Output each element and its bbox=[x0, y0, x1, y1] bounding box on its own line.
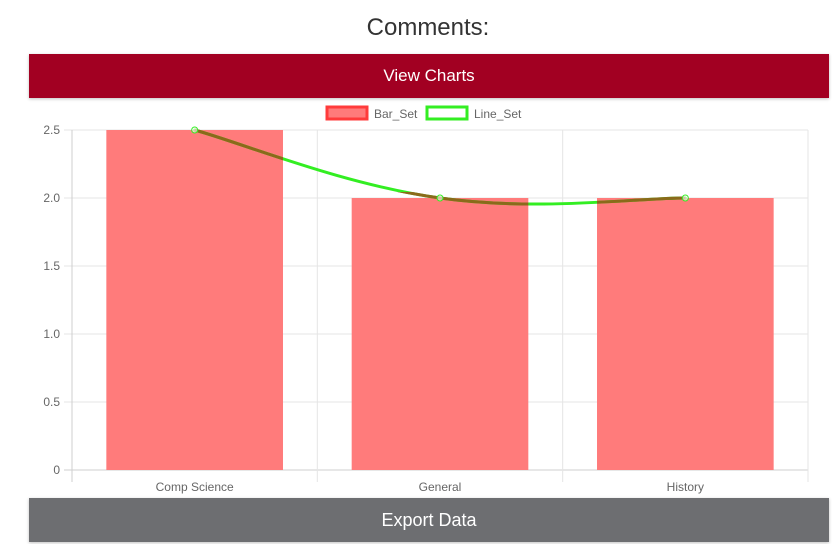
y-tick-label: 0 bbox=[53, 463, 60, 477]
bar[interactable] bbox=[106, 130, 283, 470]
y-tick-label: 2.5 bbox=[43, 123, 60, 137]
bar[interactable] bbox=[597, 198, 774, 470]
x-tick-label: Comp Science bbox=[156, 480, 234, 494]
y-axis-ticks: 0 0.5 1.0 1.5 2.0 2.5 bbox=[43, 123, 60, 477]
line-points bbox=[191, 126, 689, 202]
line-point[interactable] bbox=[436, 194, 444, 202]
chart-legend[interactable]: Bar_Set Line_Set bbox=[325, 105, 522, 121]
legend-item[interactable]: Line_Set bbox=[425, 105, 522, 121]
legend-swatch bbox=[325, 105, 369, 121]
x-tick-label: History bbox=[667, 480, 704, 494]
view-charts-button[interactable]: View Charts bbox=[29, 54, 829, 98]
legend-label: Bar_Set bbox=[374, 107, 418, 121]
page-heading: Comments: bbox=[366, 14, 490, 41]
legend-item[interactable]: Bar_Set bbox=[325, 105, 418, 121]
legend-label: Line_Set bbox=[474, 107, 522, 121]
x-axis-ticks: Comp Science General History bbox=[156, 480, 704, 494]
line-point[interactable] bbox=[681, 194, 689, 202]
line-point[interactable] bbox=[191, 126, 199, 134]
legend-swatch bbox=[425, 105, 469, 121]
bar-series bbox=[106, 130, 774, 470]
export-data-button[interactable]: Export Data bbox=[29, 498, 829, 542]
y-tick-label: 2.0 bbox=[43, 191, 60, 205]
y-tick-label: 1.0 bbox=[43, 327, 60, 341]
y-tick-label: 0.5 bbox=[43, 395, 60, 409]
bar[interactable] bbox=[351, 198, 529, 470]
chart-svg: Bar_Set Line_Set 0 0.5 1.0 1.5 2.0 2.5 Comp Sc… bbox=[43, 105, 809, 494]
chart-container: Bar_Set Line_Set 0 0.5 1.0 1.5 2.0 2.5 Comp Sc… bbox=[0, 100, 832, 496]
y-tick-label: 1.5 bbox=[43, 259, 60, 273]
x-tick-label: General bbox=[419, 480, 462, 494]
